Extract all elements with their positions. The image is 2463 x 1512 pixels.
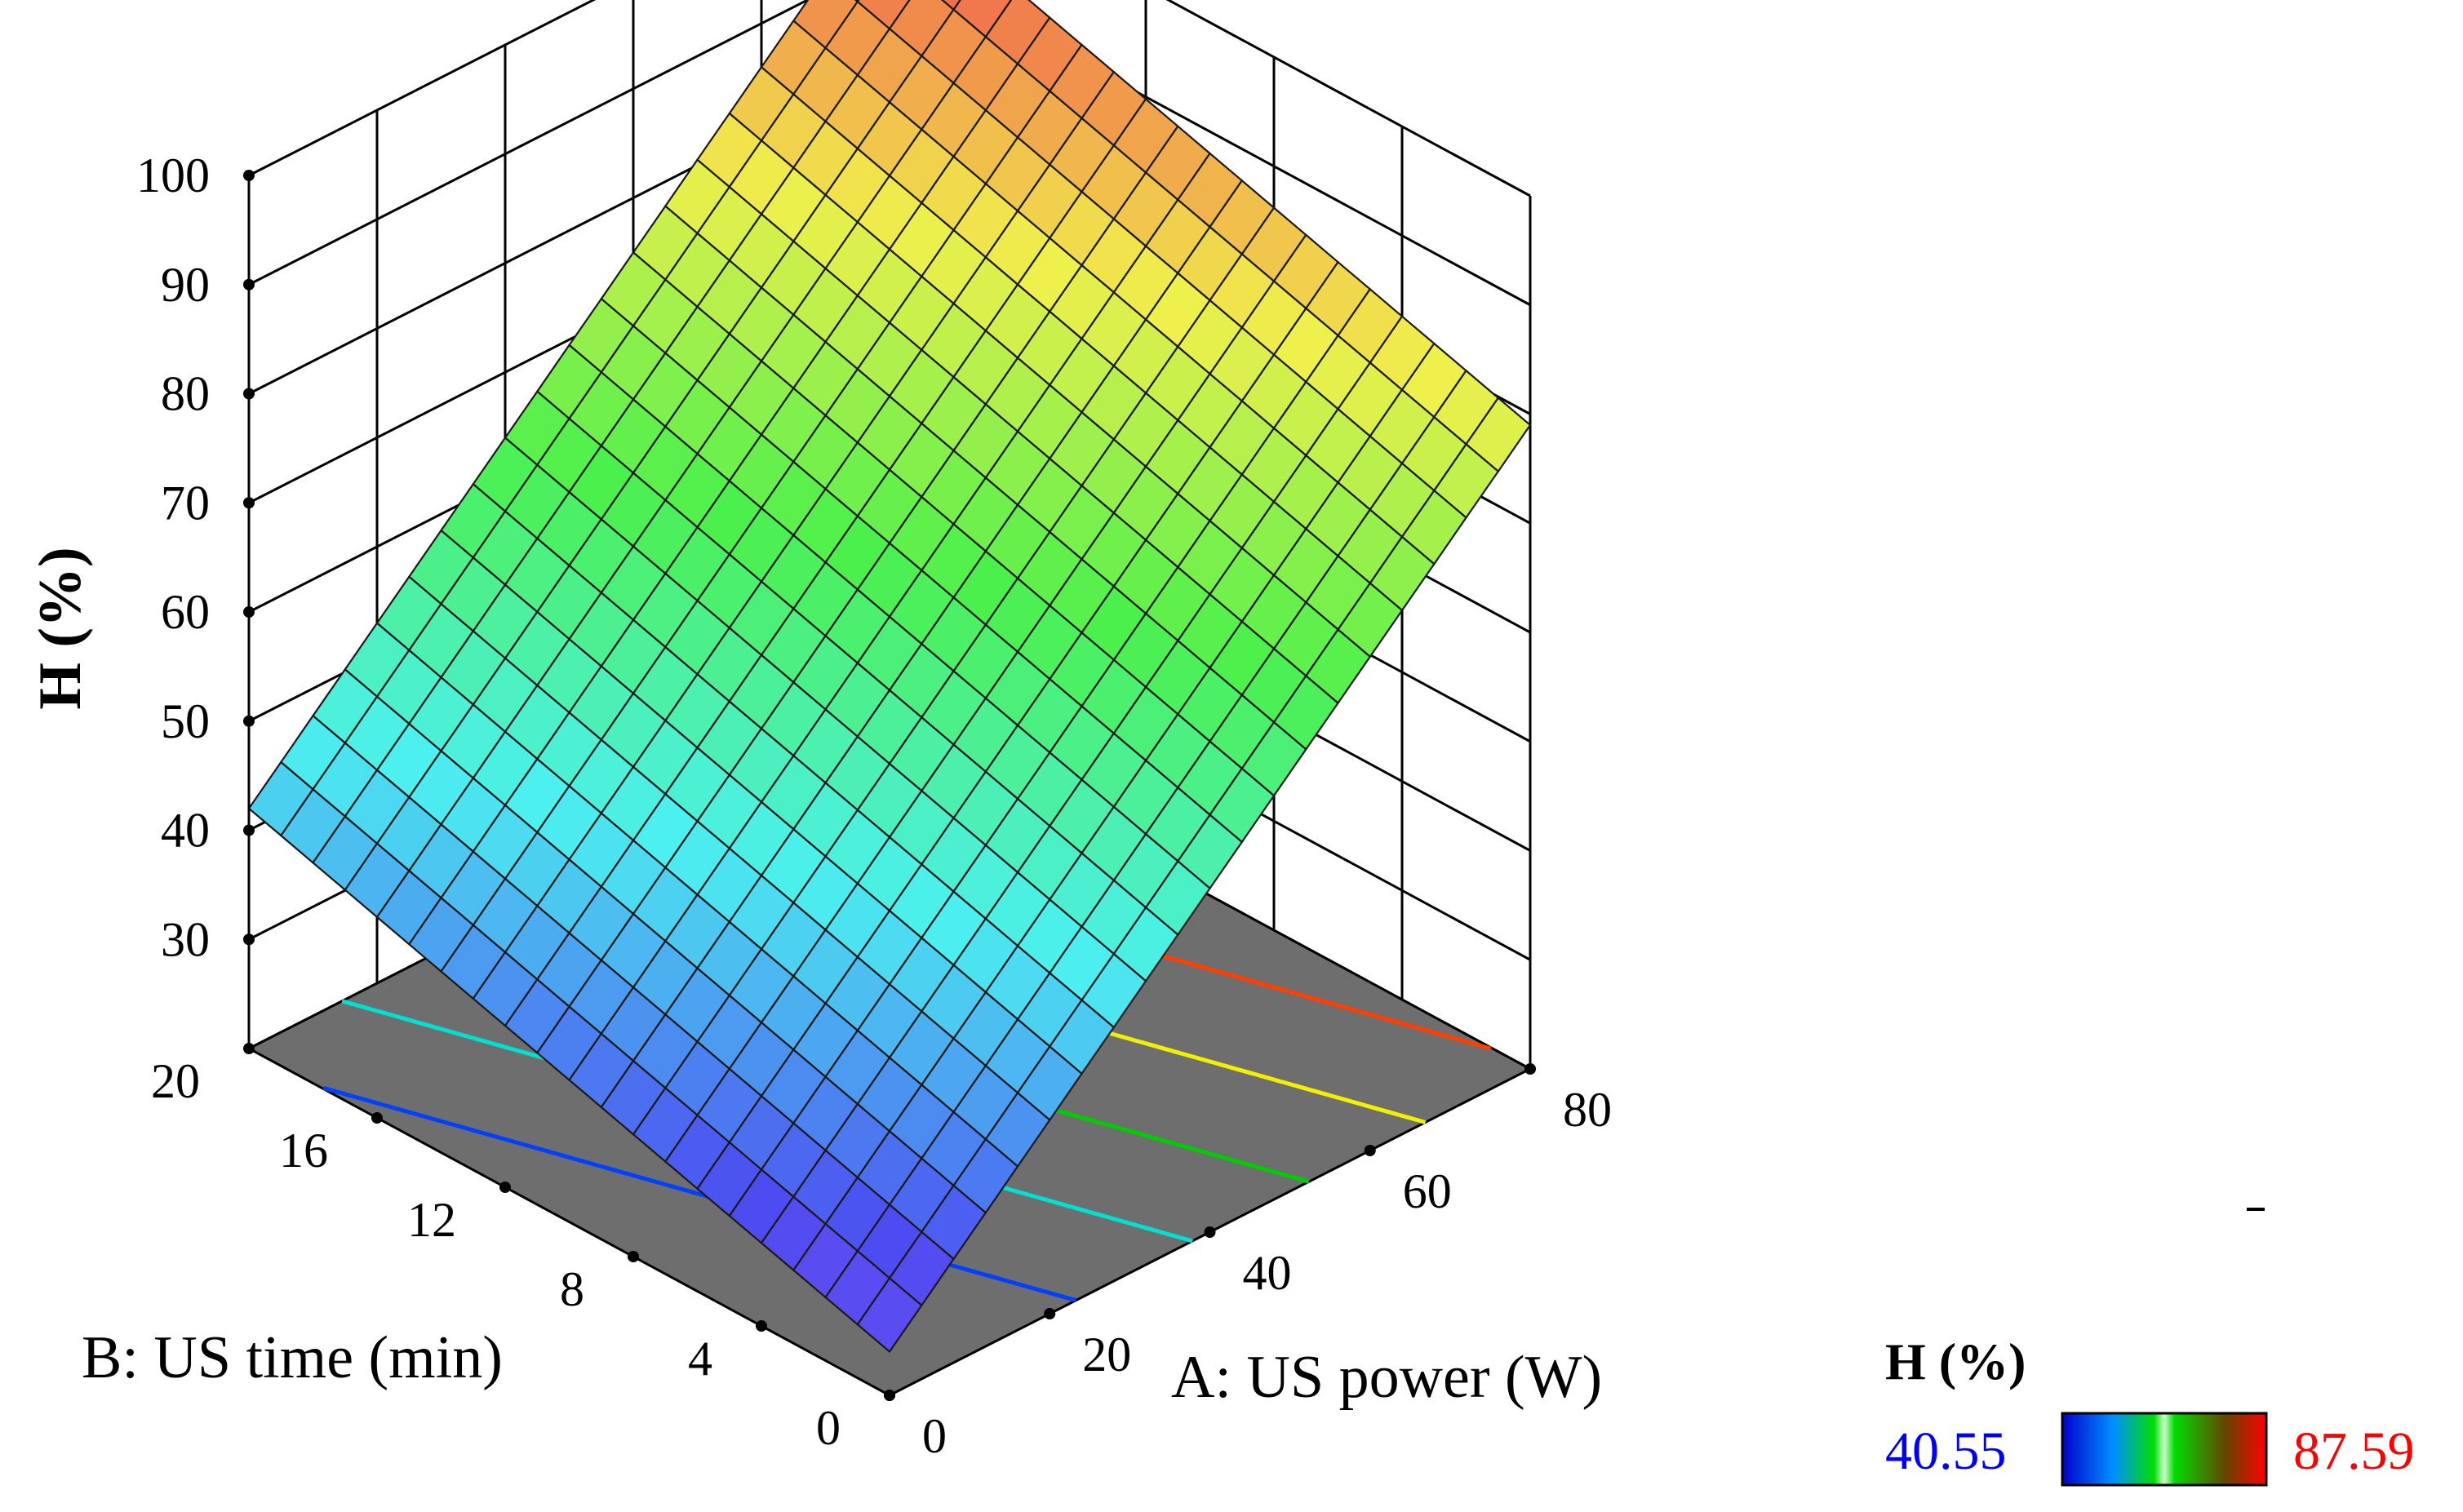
- x-tick: [884, 1390, 895, 1401]
- y-tick: [371, 1112, 383, 1124]
- surface-cell: [856, 1276, 923, 1354]
- y-tick-label: 0: [816, 1401, 841, 1455]
- x-tick-label: 40: [1243, 1246, 1292, 1300]
- z-tick: [243, 606, 255, 618]
- x-tick-label: 0: [922, 1409, 947, 1463]
- z-tick-label: 70: [161, 476, 210, 530]
- z-tick: [243, 388, 255, 400]
- wall-gridline: [1165, 0, 1531, 197]
- y-axis-label: B: US time (min): [82, 1324, 503, 1391]
- z-tick-label: 60: [161, 585, 210, 639]
- z-tick-label: 30: [161, 912, 210, 966]
- x-tick-label: 80: [1563, 1083, 1612, 1137]
- y-tick: [243, 1043, 255, 1054]
- z-tick: [243, 497, 255, 509]
- z-tick-label: 90: [161, 258, 210, 312]
- x-axis-label: A: US power (W): [1171, 1344, 1602, 1411]
- x-tick: [1364, 1145, 1376, 1156]
- x-tick: [1204, 1226, 1216, 1238]
- legend-color-bar: [2061, 1412, 2268, 1487]
- x-tick-label: 60: [1403, 1164, 1452, 1218]
- z-axis-label: H (%): [27, 547, 94, 709]
- z-tick-label: 80: [161, 367, 210, 421]
- legend-max: 87.59: [2293, 1421, 2415, 1481]
- y-tick: [756, 1320, 767, 1332]
- z-tick: [243, 824, 255, 836]
- z-tick: [243, 170, 255, 181]
- y-tick-label: 12: [407, 1193, 456, 1247]
- z-tick-label: 40: [161, 804, 210, 858]
- surface-cell: [940, 0, 962, 11]
- legend-min: 40.55: [1885, 1421, 2007, 1481]
- y-tick: [499, 1182, 511, 1193]
- z-tick: [243, 278, 255, 290]
- axes: 30 40 50 60 70 80 90 100 0 4 8 12 16 20 0 20 40 60 80: [136, 149, 1612, 1463]
- y-tick-label: 20: [151, 1054, 200, 1108]
- y-tick-label: 4: [688, 1332, 712, 1386]
- z-tick: [243, 715, 255, 727]
- wall-gridline: [248, 0, 597, 177]
- x-tick-label: 20: [1082, 1328, 1131, 1381]
- y-tick-label: 8: [560, 1262, 584, 1316]
- legend-title: H (%): [1885, 1332, 2026, 1390]
- z-tick: [243, 933, 255, 946]
- y-tick: [628, 1251, 639, 1262]
- x-tick: [1524, 1063, 1536, 1075]
- z-tick-label: 100: [136, 149, 210, 202]
- y-tick-label: 16: [279, 1124, 328, 1177]
- x-tick: [1044, 1308, 1056, 1319]
- z-tick-label: 50: [161, 694, 210, 748]
- color-legend: H (%) 40.55 87.59: [1885, 1332, 2415, 1487]
- response-surface: [247, 0, 1532, 1354]
- wall-gridline: [248, 0, 810, 286]
